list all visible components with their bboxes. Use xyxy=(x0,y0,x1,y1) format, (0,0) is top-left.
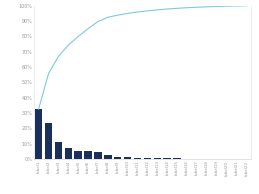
Bar xyxy=(183,158,191,159)
Bar xyxy=(45,123,52,159)
Bar xyxy=(55,142,62,159)
Bar xyxy=(64,148,72,159)
Bar xyxy=(173,158,181,159)
Bar xyxy=(154,158,161,159)
Bar xyxy=(144,158,151,159)
Bar xyxy=(94,152,102,159)
Bar xyxy=(134,158,141,159)
Bar xyxy=(163,158,171,159)
Bar xyxy=(104,155,112,159)
Bar xyxy=(84,151,92,159)
Bar xyxy=(124,157,131,159)
Bar xyxy=(35,109,42,159)
Bar xyxy=(193,158,200,159)
Bar xyxy=(114,157,121,159)
Bar xyxy=(75,151,82,159)
